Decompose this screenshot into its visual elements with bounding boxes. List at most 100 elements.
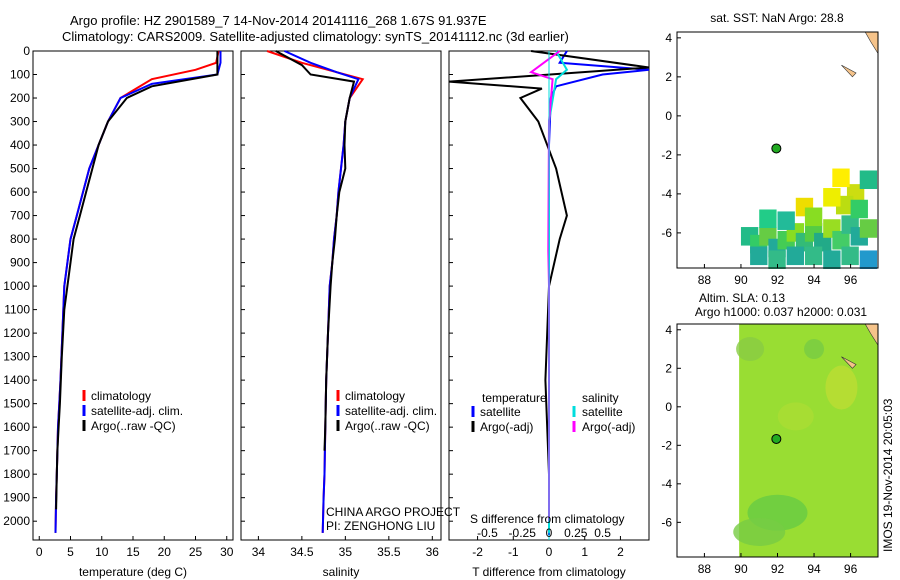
difference-xtick-label: -2	[472, 545, 483, 559]
temperature-xtick-label: 30	[220, 545, 234, 559]
map-ytick-label: -6	[661, 515, 672, 529]
depth-tick-label: 1000	[3, 279, 30, 293]
depth-tick-label: 900	[10, 256, 30, 270]
salinity-xtick-label: 35.5	[377, 545, 401, 559]
temperature-xtick-label: 15	[126, 545, 140, 559]
map-sla	[676, 323, 879, 558]
salinity-plot-frame	[240, 50, 442, 541]
sst-cell	[777, 211, 795, 230]
project-label: CHINA ARGO PROJECT	[326, 505, 461, 519]
temperature-legend-label: satellite-adj. clim.	[91, 404, 183, 418]
title-line-2: Climatology: CARS2009. Satellite-adjuste…	[62, 29, 569, 44]
map-xtick-label: 94	[807, 273, 821, 287]
imos-stamp: IMOS 19-Nov-2014 20:05:03	[881, 398, 895, 552]
depth-tick-label: 600	[10, 185, 30, 199]
map-ytick-label: -2	[661, 438, 672, 452]
difference-legend-label: satellite	[480, 405, 521, 419]
depth-tick-label: 2000	[3, 514, 30, 528]
salinity-series-argo-raw-qc-	[275, 50, 356, 451]
map-sla-title-1: Altim. SLA: 0.13	[699, 291, 785, 305]
sst-cell	[850, 199, 868, 219]
land-shape	[864, 31, 879, 55]
depth-tick-label: 1700	[3, 444, 30, 458]
map-xtick-label: 90	[734, 562, 748, 576]
salinity-series-climatology	[266, 50, 365, 533]
sst-cell	[841, 246, 859, 266]
difference-legend-heading: temperature	[482, 391, 547, 405]
sla-blob	[804, 339, 825, 360]
sla-blob	[736, 337, 765, 362]
temperature-series-argo-raw-qc-	[55, 51, 219, 510]
temperature-xtick-label: 20	[158, 545, 172, 559]
sst-cell	[832, 230, 850, 250]
temperature-xtick-label: 25	[189, 545, 203, 559]
sla-blob	[777, 402, 814, 431]
map-sst	[676, 31, 879, 269]
map-xtick-label: 88	[698, 273, 712, 287]
temperature-xtick-label: 10	[95, 545, 109, 559]
map-ytick-label: 4	[665, 323, 672, 337]
temperature-xlabel: temperature (deg C)	[79, 565, 187, 579]
salinity-legend-label: climatology	[345, 389, 405, 403]
difference-xtick-label: -1	[508, 545, 519, 559]
depth-tick-label: 700	[10, 209, 30, 223]
difference-xtick-label: 0	[546, 545, 553, 559]
depth-tick-label: 1900	[3, 491, 30, 505]
depth-tick-label: 100	[10, 68, 30, 82]
temperature-series-climatology	[54, 50, 220, 533]
map-xtick-label: 92	[771, 273, 785, 287]
map-ytick-label: -4	[661, 477, 672, 491]
salinity-legend-label: satellite-adj. clim.	[345, 404, 437, 418]
difference-legend-label: Argo(-adj)	[582, 420, 635, 434]
difference-xlabel2: S difference from climatology	[470, 512, 625, 526]
salinity-xlabel: salinity	[323, 565, 360, 579]
difference-series-t-argo-adj-	[448, 50, 650, 522]
depth-tick-label: 1300	[3, 350, 30, 364]
map-ytick-label: -6	[661, 226, 672, 240]
map-ytick-label: 0	[665, 109, 672, 123]
map-xtick-label: 92	[771, 562, 785, 576]
depth-tick-label: 0	[23, 44, 30, 58]
difference-xtick-label: 2	[617, 545, 624, 559]
difference-stick-label: -0.5	[477, 526, 498, 540]
island-shape	[841, 356, 857, 369]
depth-tick-label: 1400	[3, 373, 30, 387]
difference-stick-label: 0.5	[594, 526, 611, 540]
difference-xtick-label: 1	[581, 545, 588, 559]
difference-legend-label: Argo(-adj)	[480, 420, 533, 434]
difference-series-s-argo-adj-	[528, 50, 561, 522]
salinity-xtick-label: 34.5	[290, 545, 314, 559]
difference-series-t-satellite	[548, 50, 650, 536]
sst-cell	[832, 168, 850, 188]
map-ytick-label: -4	[661, 187, 672, 201]
salinity-xtick-label: 35	[339, 545, 353, 559]
map-ytick-label: 0	[665, 400, 672, 414]
map-xtick-label: 96	[844, 562, 858, 576]
sst-cell	[859, 170, 878, 190]
depth-tick-label: 1600	[3, 420, 30, 434]
difference-stick-label: -0.25	[509, 526, 537, 540]
title-line-1: Argo profile: HZ 2901589_7 14-Nov-2014 2…	[70, 13, 487, 28]
map-ytick-label: 2	[665, 361, 672, 375]
sla-blob	[825, 365, 858, 410]
depth-tick-label: 400	[10, 138, 30, 152]
map-ytick-label: 2	[665, 70, 672, 84]
difference-series-s-satellite	[548, 50, 569, 533]
island-shape	[841, 64, 857, 78]
map-xtick-label: 96	[844, 273, 858, 287]
depth-tick-label: 800	[10, 232, 30, 246]
difference-legend-label: satellite	[582, 405, 623, 419]
sst-cell	[823, 250, 841, 269]
sst-cell	[859, 250, 878, 269]
temperature-xtick-label: 0	[36, 545, 43, 559]
salinity-series-satellite-adj-clim-	[284, 50, 360, 533]
depth-tick-label: 500	[10, 162, 30, 176]
salinity-xtick-label: 34	[252, 545, 266, 559]
difference-stick-label: 0	[546, 526, 553, 540]
map-xtick-label: 90	[734, 273, 748, 287]
argo-location-marker	[771, 143, 782, 154]
pi-label: PI: ZENGHONG LIU	[326, 519, 435, 533]
temperature-xtick-label: 5	[67, 545, 74, 559]
depth-tick-label: 200	[10, 91, 30, 105]
